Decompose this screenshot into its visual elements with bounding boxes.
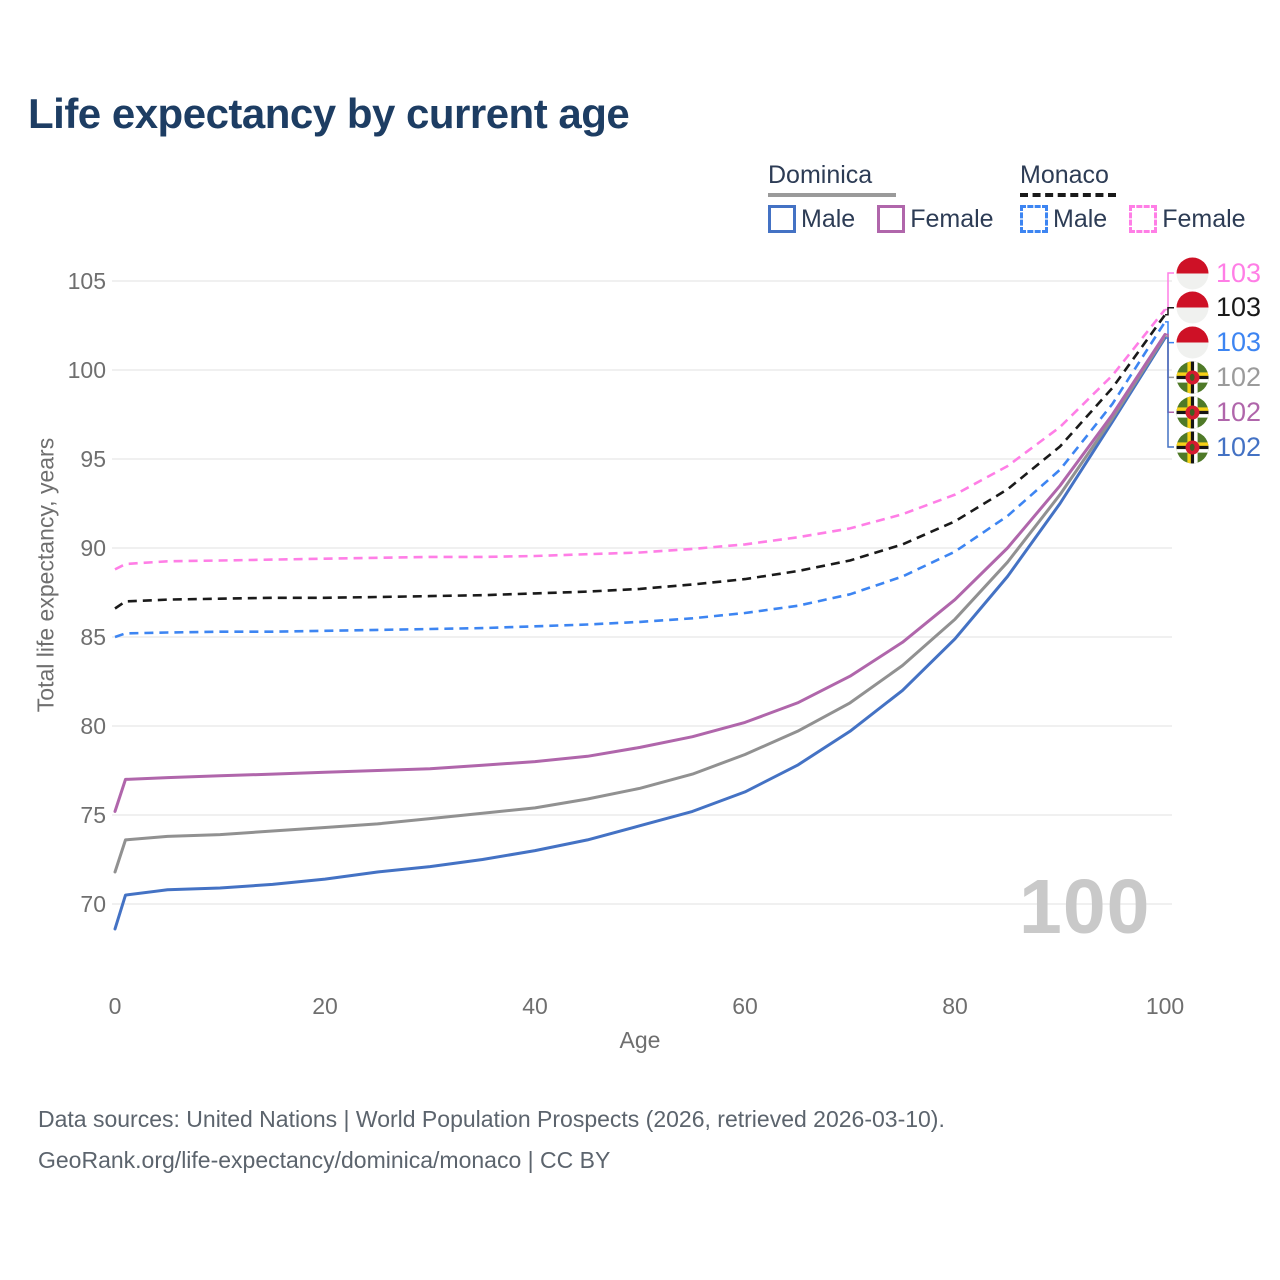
x-axis-title: Age	[619, 1027, 661, 1053]
chart-title: Life expectancy by current age	[28, 90, 630, 137]
x-tick-label: 0	[109, 993, 122, 1019]
end-label-monaco-female[interactable]: 103	[1176, 257, 1261, 290]
legend-group-title-dominica[interactable]: Dominica	[768, 161, 873, 189]
dominica-male-swatch-icon	[768, 205, 796, 233]
legend-group-monaco: Monaco Male Female	[1020, 161, 1246, 234]
legend-item-label: Male	[801, 204, 856, 233]
footer-attribution: GeoRank.org/life-expectancy/dominica/mon…	[38, 1147, 611, 1173]
end-label-value: 102	[1216, 397, 1262, 427]
dominica-female-swatch-icon	[877, 205, 906, 233]
series-line-dominica-male[interactable]	[113, 336, 1167, 931]
x-tick-label: 40	[522, 993, 548, 1019]
dominica-line-style-sample	[768, 192, 896, 197]
end-label-dominica-female[interactable]: 102	[1176, 396, 1261, 429]
end-label-monaco-both-sexes[interactable]: 103	[1176, 291, 1261, 324]
y-tick-label: 90	[80, 535, 106, 561]
monaco-line-style-sample	[1020, 192, 1116, 197]
end-label-connector	[1165, 321, 1174, 344]
dominica-flag-icon	[1176, 431, 1209, 464]
legend-item-dominica-male[interactable]: Male	[768, 205, 855, 234]
monaco-female-swatch-icon	[1129, 205, 1158, 233]
end-label-monaco-male[interactable]: 103	[1176, 326, 1261, 359]
legend-group-title-monaco[interactable]: Monaco	[1020, 161, 1109, 189]
end-label-value: 103	[1216, 258, 1262, 288]
monaco-flag-icon	[1176, 291, 1209, 324]
end-label-value: 103	[1216, 327, 1262, 357]
end-label-dominica-both-sexes[interactable]: 102	[1176, 361, 1261, 394]
y-tick-label: 105	[68, 268, 106, 294]
y-tick-label: 70	[80, 891, 106, 917]
footer-sources: Data sources: United Nations | World Pop…	[38, 1106, 945, 1132]
end-label-connector	[1165, 272, 1174, 311]
legend-group-dominica: Dominica Male Female	[768, 161, 994, 234]
y-tick-label: 80	[80, 713, 106, 739]
legend-item-label: Female	[910, 204, 994, 233]
age-indicator-watermark: 100	[1019, 864, 1151, 950]
series-line-dominica-female[interactable]	[113, 332, 1167, 813]
legend-item-label: Female	[1162, 204, 1246, 233]
dominica-flag-icon	[1176, 361, 1209, 394]
y-tick-label: 95	[80, 446, 106, 472]
end-label-connector	[1165, 307, 1174, 316]
series-line-monaco-male[interactable]	[114, 321, 1167, 639]
y-axis-title: Total life expectancy, years	[32, 437, 59, 713]
x-tick-label: 100	[1146, 993, 1184, 1019]
y-tick-label: 100	[68, 357, 106, 383]
legend-item-monaco-female[interactable]: Female	[1129, 204, 1246, 234]
y-tick-label: 85	[80, 624, 106, 650]
dominica-flag-icon	[1176, 396, 1209, 429]
x-tick-label: 20	[312, 993, 338, 1019]
monaco-flag-icon	[1176, 257, 1209, 290]
monaco-flag-icon	[1176, 326, 1209, 359]
x-tick-label: 80	[942, 993, 968, 1019]
end-label-value: 102	[1216, 432, 1262, 462]
legend-item-monaco-male[interactable]: Male	[1020, 205, 1107, 234]
legend: Dominica Male Female Monaco Male	[0, 161, 1280, 242]
series-line-dominica-both-sexes[interactable]	[113, 334, 1167, 874]
x-tick-label: 60	[732, 993, 758, 1019]
series-line-monaco-female[interactable]	[114, 308, 1167, 571]
monaco-male-swatch-icon	[1020, 205, 1048, 233]
end-label-connector	[1165, 337, 1174, 448]
series-line-monaco-both-sexes[interactable]	[114, 314, 1167, 610]
end-label-dominica-male[interactable]: 102	[1176, 431, 1261, 464]
legend-item-dominica-female[interactable]: Female	[877, 204, 994, 234]
end-label-connector	[1165, 333, 1174, 413]
y-tick-label: 75	[80, 802, 106, 828]
end-label-value: 103	[1216, 292, 1262, 322]
legend-item-label: Male	[1053, 204, 1108, 233]
end-label-value: 102	[1216, 362, 1262, 392]
